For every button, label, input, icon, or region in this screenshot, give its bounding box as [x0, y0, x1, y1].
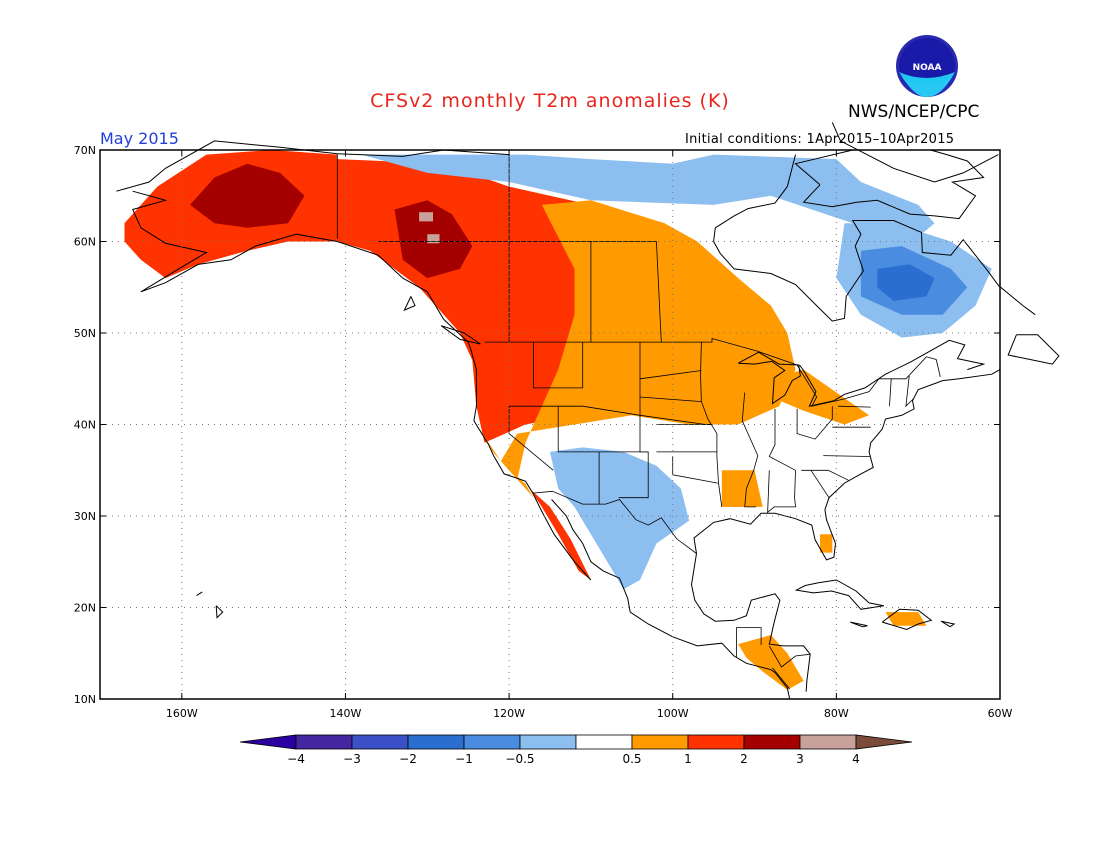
coastline-1: [132, 190, 338, 293]
anomaly-region-14: [885, 612, 927, 626]
border-33: [772, 667, 791, 690]
lon-tick-label: 80W: [824, 707, 849, 720]
coastline-13: [737, 351, 801, 405]
noaa-logo-text: NOAA: [913, 63, 942, 73]
coastline-2: [337, 241, 592, 581]
coastline-6: [713, 220, 1036, 322]
border-25: [823, 455, 870, 457]
border-11: [557, 406, 600, 505]
border-30: [905, 375, 914, 408]
lat-tick-label: 70N: [74, 144, 96, 157]
border-14: [639, 370, 702, 380]
map-title: CFSv2 monthly T2m anomalies (K): [370, 90, 730, 112]
anomaly-region-7: [770, 369, 870, 425]
border-29: [889, 378, 892, 407]
border-5: [656, 241, 662, 343]
coastline-19: [196, 591, 203, 597]
coastline-9: [831, 122, 999, 183]
anomaly-region-18: [877, 264, 935, 301]
lon-tick-label: 60W: [988, 707, 1013, 720]
coastline-17: [940, 620, 956, 628]
coastline-20: [440, 325, 481, 345]
border-23: [796, 406, 833, 440]
lon-tick-label: 160W: [166, 707, 198, 720]
anomaly-regions: [124, 150, 992, 690]
lat-tick-label: 10N: [74, 693, 96, 706]
coastline-0: [116, 140, 510, 192]
lat-tick-label: 30N: [74, 510, 96, 523]
lon-tick-label: 140W: [330, 707, 362, 720]
coastline-11: [1007, 334, 1060, 365]
lat-tick-label: 60N: [74, 236, 96, 249]
anomaly-region-8: [529, 488, 591, 580]
border-27: [810, 470, 830, 498]
border-32: [768, 645, 811, 668]
coastline-14: [794, 579, 884, 610]
noaa-logo: NOAA: [896, 35, 958, 98]
forecast-month: May 2015: [100, 129, 179, 148]
border-22: [767, 470, 770, 514]
border-1: [484, 337, 941, 407]
coastline-21: [403, 296, 416, 312]
anomaly-region-4: [419, 212, 433, 222]
anomaly-region-19: [550, 447, 690, 590]
border-26: [801, 469, 849, 481]
anomaly-region-6: [500, 200, 796, 480]
coastline-3: [551, 499, 791, 700]
lon-tick-label: 120W: [493, 707, 525, 720]
coastline-10: [794, 149, 853, 186]
coastline-18: [215, 605, 224, 619]
anomaly-region-5: [427, 234, 440, 244]
gridlines: [100, 150, 1000, 699]
border-15: [639, 396, 702, 402]
lat-tick-label: 50N: [74, 327, 96, 340]
anomaly-region-15: [361, 154, 935, 237]
coastline-5: [690, 553, 811, 692]
border-10: [508, 406, 554, 471]
lat-tick-label: 40N: [74, 419, 96, 432]
border-8: [533, 342, 584, 389]
longitude-ticks: 160W 140W 120W 100W 80W 60W: [166, 150, 1013, 720]
org-label: NWS/NCEP/CPC: [848, 102, 980, 122]
lat-tick-label: 20N: [74, 602, 96, 615]
border-28: [837, 405, 871, 408]
coastline-8: [802, 149, 985, 220]
border-19: [700, 342, 723, 507]
anomaly-region-12: [820, 534, 833, 553]
anomaly-region-11: [721, 470, 763, 507]
latitude-ticks: 10N 20N 30N 40N 50N 60N 70N: [74, 144, 1000, 706]
border-21: [767, 408, 796, 513]
lon-tick-label: 100W: [657, 707, 689, 720]
border-2: [532, 490, 697, 554]
coastline-16: [850, 621, 868, 628]
coastline-15: [881, 608, 933, 631]
border-20: [741, 392, 759, 508]
coastline-7: [713, 154, 796, 242]
land-outlines: [116, 122, 1060, 700]
anomaly-region-1: [190, 163, 305, 228]
anomaly-region-13: [738, 635, 804, 690]
border-31: [736, 627, 762, 658]
initial-conditions: Initial conditions: 1Apr2015–10Apr2015: [685, 132, 955, 147]
